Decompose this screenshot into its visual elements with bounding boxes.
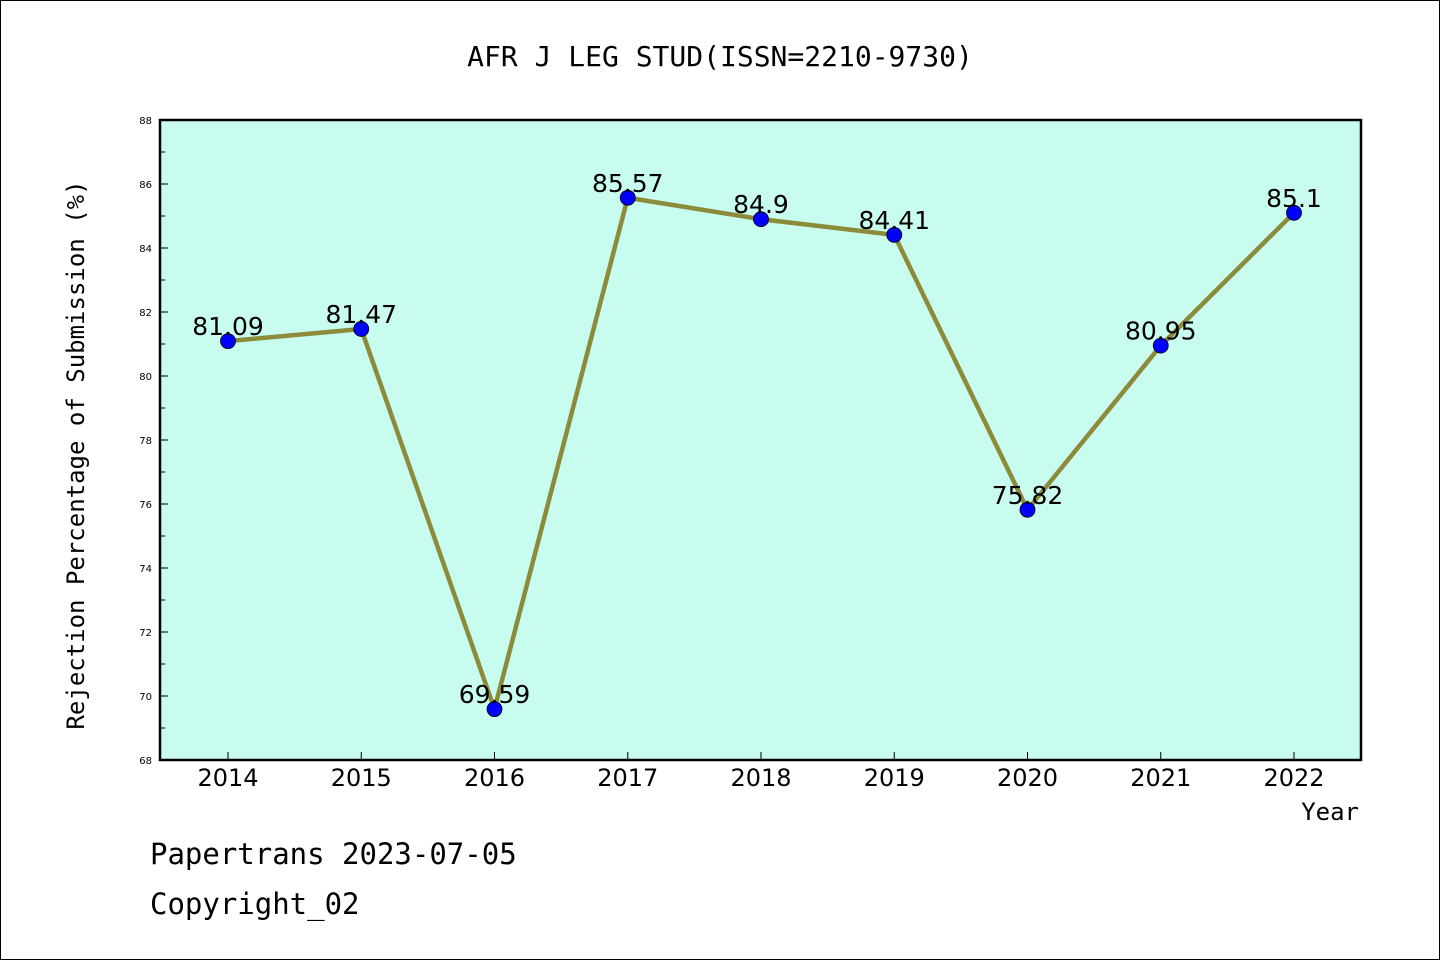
plot-border: [158, 118, 1363, 762]
y-tick-label: 86: [139, 180, 152, 191]
footer-line-1: Papertrans 2023-07-05: [150, 837, 517, 871]
x-tick-label-2014: 2014: [197, 764, 258, 792]
x-tick-label-2018: 2018: [730, 764, 791, 792]
x-axis-ticks: 2014 2015 2016 2017 2018 2019 2020 2021 2022: [197, 752, 1325, 792]
data-point-2018: [753, 211, 769, 228]
data-point-2015: [353, 321, 370, 337]
y-tick-label: 84: [139, 244, 152, 255]
series-markers-group: [220, 189, 1302, 718]
y-tick-label: 80: [139, 372, 152, 383]
x-tick-label-2021: 2021: [1130, 764, 1191, 792]
data-label-2021: 80.95: [1125, 317, 1197, 346]
y-tick-label: 76: [139, 500, 152, 511]
data-point-2022: [1286, 204, 1302, 221]
y-tick-label: 72: [139, 628, 152, 639]
data-label-2016: 69.59: [459, 680, 531, 709]
data-label-2019: 84.41: [858, 206, 930, 235]
footer-line-2: Copyright_02: [150, 887, 360, 922]
data-point-2016: [486, 701, 503, 718]
data-point-2017: [619, 189, 636, 206]
data-point-2021: [1152, 337, 1169, 354]
x-axis-label: Year: [1301, 798, 1359, 826]
x-tick-label-2016: 2016: [464, 764, 525, 792]
data-point-2014: [220, 333, 236, 350]
y-axis-label: Rejection Percentage of Submission (%): [62, 180, 90, 729]
y-tick-label: 68: [139, 756, 152, 767]
data-point-2020: [1019, 501, 1036, 518]
y-tick-label: 70: [139, 692, 152, 703]
x-tick-label-2019: 2019: [864, 764, 925, 792]
x-tick-label-2015: 2015: [331, 764, 392, 792]
data-label-2020: 75.82: [992, 481, 1064, 510]
y-tick-label: 88: [139, 116, 152, 127]
data-label-2018: 84.9: [733, 190, 789, 219]
y-tick-label: 82: [139, 308, 152, 319]
data-labels-group: 81.09 81.47 69.59 85.57 84.9 84.41 75.82 80.95 8…: [192, 169, 1322, 709]
data-label-2017: 85.57: [592, 169, 664, 198]
y-tick-label: 78: [139, 436, 152, 447]
y-tick-label: 74: [139, 564, 152, 575]
x-tick-label-2017: 2017: [597, 764, 658, 792]
chart-title: AFR J LEG STUD(ISSN=2210-9730): [467, 40, 973, 73]
x-tick-label-2022: 2022: [1263, 764, 1324, 792]
x-tick-label-2020: 2020: [997, 764, 1058, 792]
data-label-2014: 81.09: [192, 312, 264, 341]
data-point-2019: [886, 226, 903, 243]
data-label-2022: 85.1: [1266, 184, 1322, 213]
data-label-2015: 81.47: [325, 300, 397, 329]
